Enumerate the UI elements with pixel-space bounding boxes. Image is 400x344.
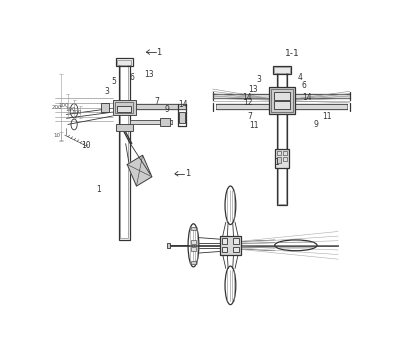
Bar (167, 243, 170, 248)
Bar (222, 238, 227, 244)
Bar (191, 247, 196, 251)
Text: 13: 13 (144, 70, 154, 79)
Text: 4: 4 (297, 73, 302, 82)
Bar (287, 94, 350, 98)
Text: 6: 6 (301, 81, 306, 90)
Text: 100: 100 (65, 107, 76, 111)
Text: 13: 13 (248, 85, 258, 94)
Bar (274, 67, 290, 73)
Bar (116, 58, 133, 66)
Bar (277, 71, 287, 205)
Text: 100: 100 (71, 110, 82, 115)
Bar (213, 94, 277, 98)
Text: 1: 1 (185, 169, 190, 178)
Text: 6: 6 (130, 73, 134, 82)
Polygon shape (127, 155, 152, 186)
Bar (274, 92, 290, 100)
Text: 11: 11 (322, 112, 332, 121)
Text: 7: 7 (247, 112, 252, 121)
Bar (160, 118, 170, 126)
Bar (277, 151, 281, 155)
Bar (220, 236, 241, 255)
Bar (278, 72, 286, 204)
Bar (113, 100, 136, 115)
Text: 1: 1 (274, 159, 279, 168)
Bar (120, 64, 128, 238)
Text: 100: 100 (59, 104, 69, 108)
Text: 10: 10 (81, 141, 90, 150)
Bar (117, 60, 131, 65)
Text: 14: 14 (242, 93, 251, 102)
Text: 14: 14 (179, 100, 188, 109)
Bar (216, 105, 277, 109)
Bar (283, 157, 287, 161)
Text: 5: 5 (112, 77, 116, 86)
Bar (191, 227, 196, 230)
Bar (115, 102, 133, 113)
Bar (269, 87, 295, 114)
Bar (271, 89, 293, 112)
Text: 14: 14 (302, 93, 312, 102)
Text: 1: 1 (156, 47, 162, 56)
Bar (130, 105, 186, 109)
Text: 9: 9 (314, 120, 318, 129)
Bar (275, 149, 289, 168)
Bar (130, 120, 172, 125)
Text: 10: 10 (54, 133, 61, 139)
Bar (191, 240, 196, 244)
Text: 3: 3 (256, 75, 261, 84)
Bar (287, 105, 347, 109)
Text: 1: 1 (96, 185, 101, 194)
Bar (277, 157, 281, 163)
Text: 11: 11 (250, 121, 259, 130)
Bar (191, 261, 196, 264)
Bar (234, 247, 239, 252)
Text: 3: 3 (104, 87, 109, 96)
Bar (274, 101, 290, 109)
Text: 1-1: 1-1 (285, 49, 299, 58)
Text: 200: 200 (52, 105, 62, 110)
Bar (283, 151, 287, 155)
Bar (116, 125, 133, 131)
Bar (234, 238, 239, 244)
Bar (101, 103, 109, 112)
Bar (273, 66, 291, 74)
Bar (222, 247, 227, 252)
Bar (117, 106, 131, 112)
Bar (179, 112, 185, 123)
Bar (119, 63, 130, 240)
Text: 12: 12 (243, 98, 253, 107)
Text: 9: 9 (165, 105, 170, 114)
Text: 7: 7 (155, 97, 160, 106)
